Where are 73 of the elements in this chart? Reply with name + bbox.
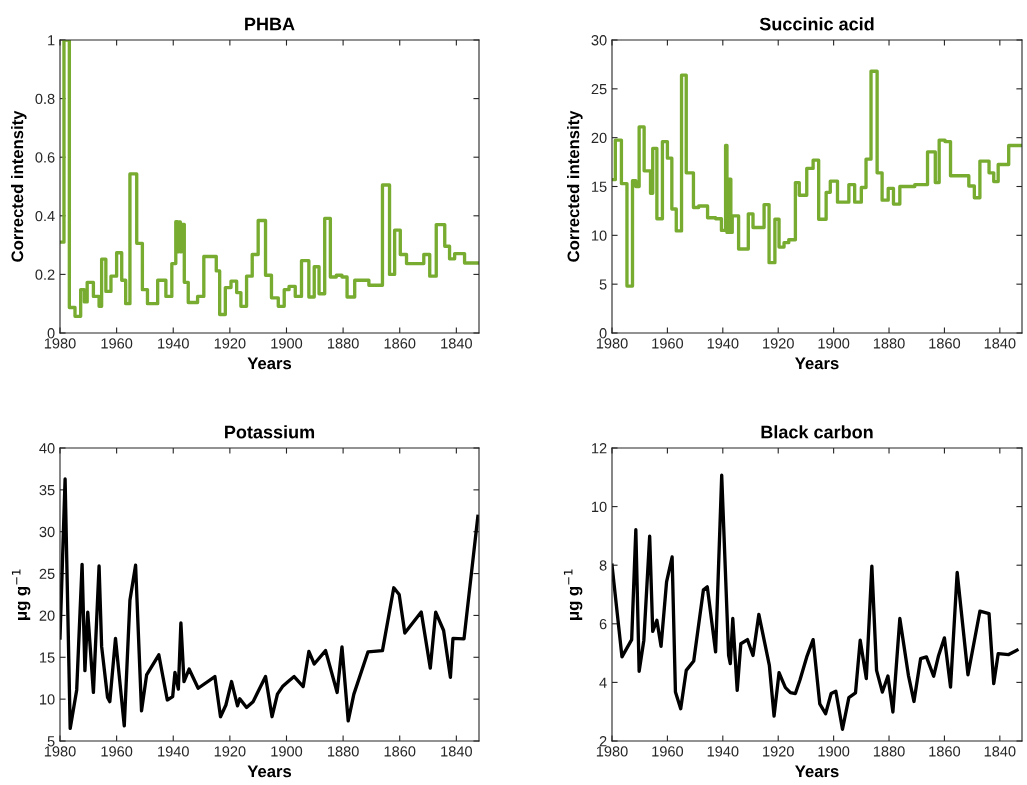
y-axis-title: μg g$^{−1}$ xyxy=(11,569,31,620)
x-tick-label: 1940 xyxy=(707,338,739,349)
y-tick-label: 30 xyxy=(591,35,607,46)
x-tick-label: 1880 xyxy=(873,746,905,757)
x-tick-label: 1980 xyxy=(596,746,628,757)
x-tick-label: 1960 xyxy=(101,338,133,349)
x-tick-label: 1860 xyxy=(929,746,961,757)
y-tick-label: 0.6 xyxy=(35,152,55,163)
y-axis-title: Corrected intensity xyxy=(11,110,27,262)
y-tick-label: 20 xyxy=(591,132,607,144)
chart-title: Black carbon xyxy=(761,425,873,439)
y-tick-label: 40 xyxy=(39,443,55,454)
y-axis-title: Corrected intensity xyxy=(567,110,583,262)
y-tick-label: 25 xyxy=(39,568,55,579)
y-tick-label: 15 xyxy=(592,181,607,192)
x-tick-label: 1880 xyxy=(328,746,359,757)
chart-title: PHBA xyxy=(245,17,295,31)
y-tick-label: 10 xyxy=(40,694,55,705)
y-tick-label: 4 xyxy=(599,677,607,688)
x-tick-label: 1860 xyxy=(384,746,416,757)
x-tick-label: 1880 xyxy=(328,338,359,349)
x-tick-label: 1980 xyxy=(596,338,628,349)
y-tick-label: 0.4 xyxy=(35,210,55,222)
x-tick-label: 1980 xyxy=(44,746,76,757)
x-tick-label: 1940 xyxy=(158,746,189,757)
x-tick-label: 1940 xyxy=(158,338,189,349)
x-tick-label: 1860 xyxy=(929,338,961,349)
chart-title: Potassium xyxy=(225,425,315,439)
y-tick-label: 20 xyxy=(39,610,55,621)
x-tick-label: 1960 xyxy=(101,746,133,757)
x-axis-title: Years xyxy=(795,765,839,778)
x-tick-label: 1980 xyxy=(44,338,76,349)
x-tick-label: 1840 xyxy=(984,338,1016,349)
x-tick-label: 1920 xyxy=(214,746,246,757)
x-axis-title: Years xyxy=(795,357,839,370)
y-tick-label: 8 xyxy=(599,560,607,571)
x-tick-label: 1880 xyxy=(873,338,905,349)
x-tick-label: 1920 xyxy=(214,338,246,349)
y-tick-label: 10 xyxy=(592,230,607,241)
y-axis-title: μg g$^{−1}$ xyxy=(563,569,583,620)
y-tick-label: 0 xyxy=(47,328,55,339)
y-tick-label: 6 xyxy=(599,618,607,630)
y-tick-label: 2 xyxy=(599,736,607,747)
y-tick-label: 0.8 xyxy=(35,93,55,105)
x-tick-label: 1840 xyxy=(441,746,472,757)
y-tick-label: 12 xyxy=(592,443,607,454)
x-axis-title: Years xyxy=(247,765,292,778)
line-series xyxy=(612,473,1019,731)
x-tick-label: 1960 xyxy=(652,746,684,757)
y-tick-label: 30 xyxy=(39,526,55,538)
x-tick-label: 1840 xyxy=(441,338,472,349)
y-tick-label: 15 xyxy=(40,652,55,663)
y-tick-label: 0.2 xyxy=(35,269,55,280)
line-series xyxy=(60,477,479,731)
y-tick-label: 0 xyxy=(599,328,607,339)
x-tick-label: 1900 xyxy=(818,746,850,757)
y-tick-label: 1 xyxy=(48,35,55,46)
y-tick-label: 35 xyxy=(39,484,55,496)
y-tick-label: 10 xyxy=(592,501,607,513)
x-axis-title: Years xyxy=(247,357,292,370)
x-tick-label: 1840 xyxy=(984,746,1016,757)
x-tick-label: 1900 xyxy=(271,338,303,349)
x-tick-label: 1940 xyxy=(707,746,739,757)
y-tick-label: 25 xyxy=(591,83,607,95)
chart-title: Succinic acid xyxy=(759,17,874,31)
x-tick-label: 1920 xyxy=(763,746,794,757)
x-tick-label: 1900 xyxy=(271,746,303,757)
x-tick-label: 1900 xyxy=(818,338,850,349)
x-tick-label: 1920 xyxy=(763,338,794,349)
x-tick-label: 1960 xyxy=(652,338,684,349)
x-tick-label: 1860 xyxy=(384,338,416,349)
y-tick-label: 5 xyxy=(599,279,607,290)
y-tick-label: 5 xyxy=(47,736,55,747)
